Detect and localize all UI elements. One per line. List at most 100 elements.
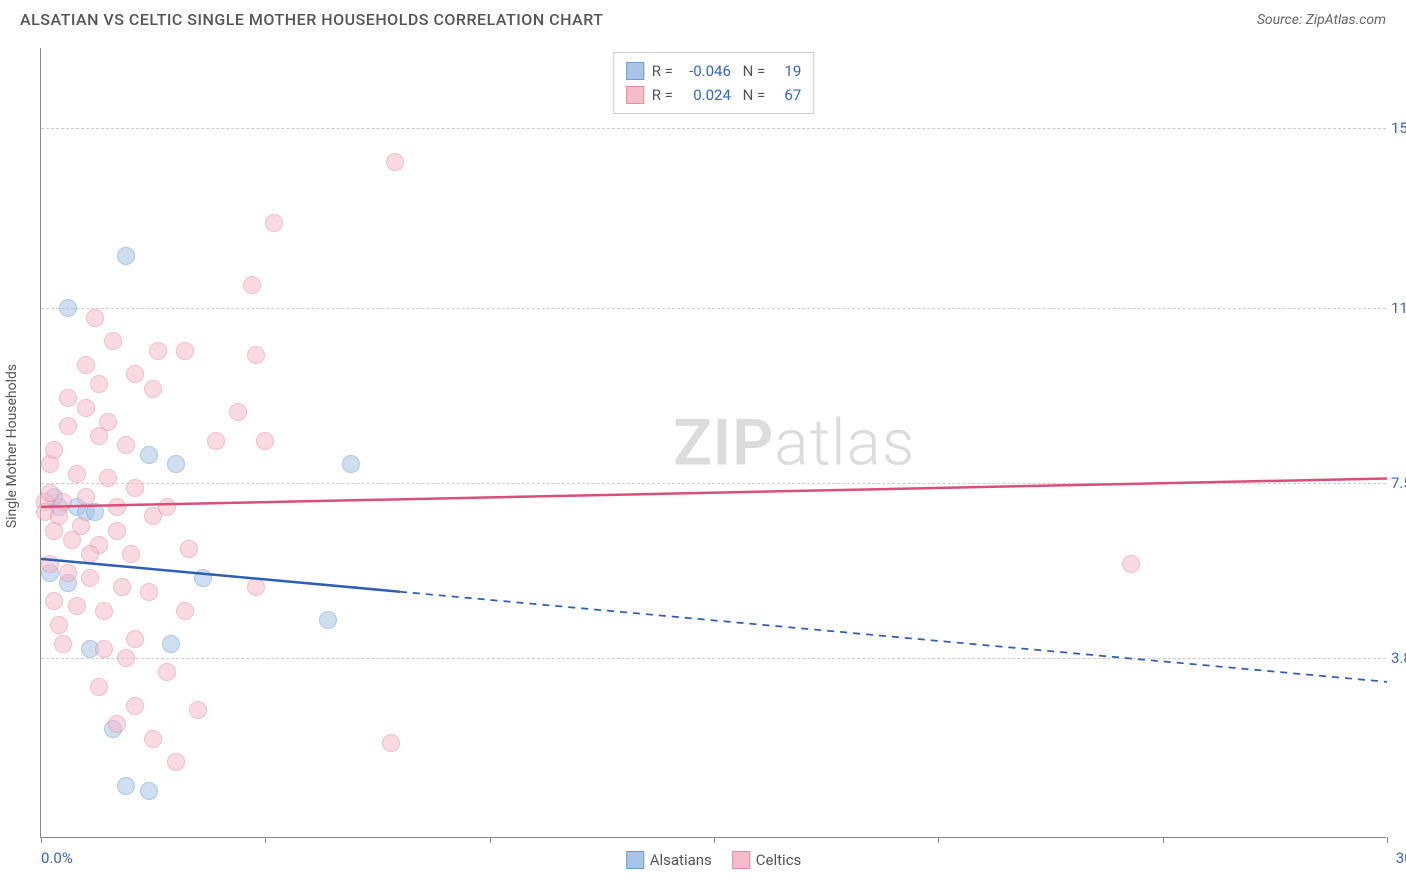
data-point (117, 649, 135, 667)
data-point (68, 465, 86, 483)
data-point (108, 498, 126, 516)
data-point (90, 375, 108, 393)
watermark: ZIPatlas (673, 405, 915, 480)
x-min-label: 0.0% (41, 849, 73, 867)
data-point (144, 380, 162, 398)
data-point (162, 635, 180, 653)
data-point (247, 578, 265, 596)
legend-row-alsatians: R = -0.046 N = 19 (626, 59, 802, 83)
header: ALSATIAN VS CELTIC SINGLE MOTHER HOUSEHO… (0, 0, 1406, 37)
data-point (126, 630, 144, 648)
data-point (90, 427, 108, 445)
x-tick (41, 837, 42, 843)
data-point (265, 214, 283, 232)
data-point (229, 403, 247, 421)
data-point (126, 479, 144, 497)
data-point (99, 469, 117, 487)
trend-lines (41, 48, 1387, 838)
data-point (108, 715, 126, 733)
data-point (167, 753, 185, 771)
data-point (243, 276, 261, 294)
data-point (113, 578, 131, 596)
legend-stats: R = -0.046 N = 19 R = 0.024 N = 67 (613, 52, 815, 114)
legend-row-celtics: R = 0.024 N = 67 (626, 83, 802, 107)
data-point (189, 701, 207, 719)
y-axis-label: Single Mother Households (4, 364, 20, 528)
data-point (176, 342, 194, 360)
data-point (77, 488, 95, 506)
scatter-chart: ZIPatlas R = -0.046 N = 19 R = 0.024 N =… (40, 48, 1386, 838)
data-point (86, 309, 104, 327)
data-point (77, 356, 95, 374)
gridline (41, 483, 1386, 484)
data-point (149, 342, 167, 360)
data-point (104, 332, 122, 350)
data-point (90, 678, 108, 696)
data-point (176, 602, 194, 620)
series-name-celtics: Celtics (756, 851, 802, 869)
r-value-celtics: 0.024 (681, 83, 731, 107)
data-point (207, 432, 225, 450)
data-point (140, 446, 158, 464)
data-point (117, 247, 135, 265)
x-tick (490, 837, 491, 843)
x-tick (1387, 837, 1388, 843)
swatch-celtics (732, 851, 750, 869)
x-max-label: 30.0% (1396, 849, 1406, 867)
data-point (144, 730, 162, 748)
data-point (59, 564, 77, 582)
data-point (382, 734, 400, 752)
n-label: N = (739, 83, 765, 107)
source-label: Source: ZipAtlas.com (1257, 12, 1386, 28)
data-point (386, 153, 404, 171)
data-point (194, 569, 212, 587)
chart-title: ALSATIAN VS CELTIC SINGLE MOTHER HOUSEHO… (20, 10, 603, 29)
watermark-light: atlas (774, 405, 915, 480)
data-point (158, 498, 176, 516)
n-value-celtics: 67 (773, 83, 801, 107)
legend-series: Alsatians Celtics (626, 851, 802, 869)
data-point (126, 697, 144, 715)
gridline (41, 658, 1386, 659)
x-tick (1163, 837, 1164, 843)
data-point (140, 782, 158, 800)
data-point (117, 777, 135, 795)
data-point (158, 663, 176, 681)
x-tick (265, 837, 266, 843)
data-point (247, 346, 265, 364)
data-point (81, 569, 99, 587)
y-tick-label: 3.8% (1391, 649, 1406, 667)
legend-item-celtics: Celtics (732, 851, 802, 869)
n-value-alsatians: 19 (773, 59, 801, 83)
data-point (59, 389, 77, 407)
x-tick (938, 837, 939, 843)
swatch-alsatians (626, 62, 644, 80)
data-point (319, 611, 337, 629)
data-point (95, 640, 113, 658)
data-point (1122, 555, 1140, 573)
gridline (41, 128, 1386, 129)
swatch-celtics (626, 86, 644, 104)
y-tick-label: 11.2% (1391, 299, 1406, 317)
data-point (54, 635, 72, 653)
data-point (256, 432, 274, 450)
data-point (68, 597, 86, 615)
legend-item-alsatians: Alsatians (626, 851, 712, 869)
swatch-alsatians (626, 851, 644, 869)
r-value-alsatians: -0.046 (681, 59, 731, 83)
data-point (117, 436, 135, 454)
data-point (59, 299, 77, 317)
data-point (81, 545, 99, 563)
data-point (140, 583, 158, 601)
x-tick (714, 837, 715, 843)
data-point (126, 365, 144, 383)
watermark-bold: ZIP (673, 405, 774, 480)
data-point (41, 484, 59, 502)
data-point (59, 417, 77, 435)
data-point (50, 616, 68, 634)
data-point (50, 507, 68, 525)
data-point (122, 545, 140, 563)
n-label: N = (739, 59, 765, 83)
series-name-alsatians: Alsatians (650, 851, 712, 869)
data-point (95, 602, 113, 620)
